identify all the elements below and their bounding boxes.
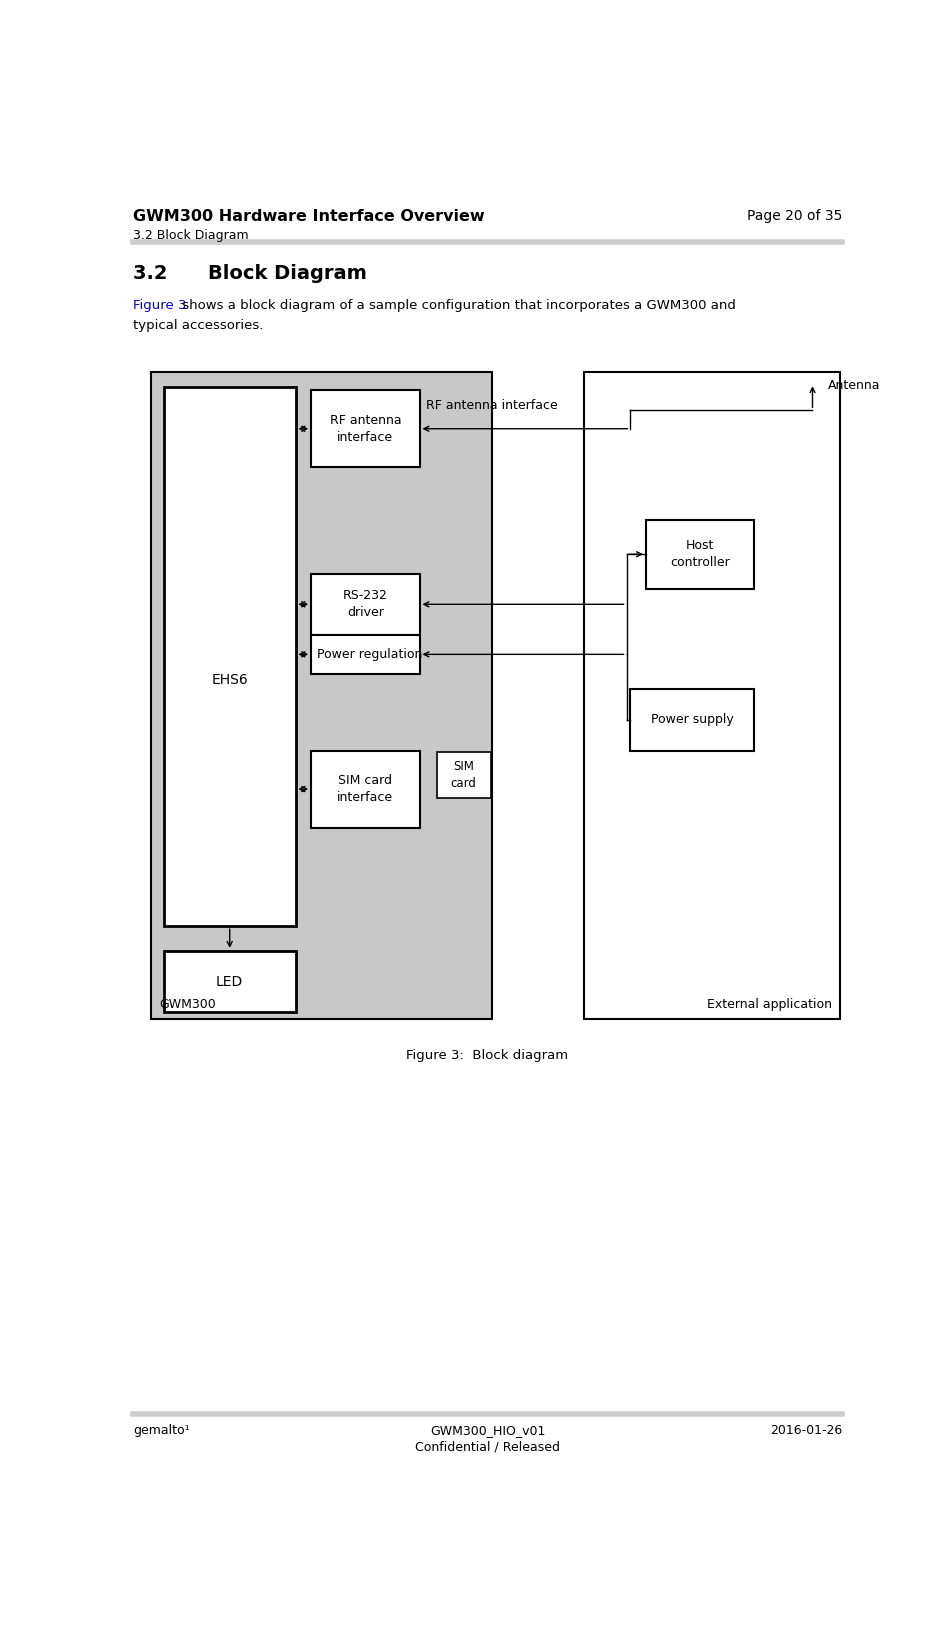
Text: 2016-01-26: 2016-01-26 — [769, 1424, 842, 1437]
Text: Figure 3: Figure 3 — [133, 299, 186, 312]
FancyBboxPatch shape — [164, 387, 296, 925]
Text: GWM300_HIO_v01: GWM300_HIO_v01 — [430, 1424, 546, 1437]
FancyBboxPatch shape — [164, 952, 296, 1012]
Text: 3.2 Block Diagram: 3.2 Block Diagram — [133, 229, 248, 242]
Text: Figure 3:  Block diagram: Figure 3: Block diagram — [406, 1050, 569, 1063]
Text: Power regulation: Power regulation — [318, 647, 422, 661]
Text: Page 20 of 35: Page 20 of 35 — [747, 209, 842, 222]
Text: RF antenna
interface: RF antenna interface — [329, 414, 401, 443]
Text: LED: LED — [216, 974, 243, 989]
Text: 3.2      Block Diagram: 3.2 Block Diagram — [133, 263, 367, 283]
Text: typical accessories.: typical accessories. — [133, 319, 263, 332]
Text: External application: External application — [707, 997, 832, 1010]
Text: gemalto¹: gemalto¹ — [133, 1424, 189, 1437]
FancyBboxPatch shape — [311, 391, 419, 468]
FancyBboxPatch shape — [311, 634, 419, 674]
Text: GWM300: GWM300 — [159, 997, 216, 1010]
Text: Confidential / Released: Confidential / Released — [416, 1440, 560, 1454]
Text: shows a block diagram of a sample configuration that incorporates a GWM300 and: shows a block diagram of a sample config… — [178, 299, 736, 312]
Text: EHS6: EHS6 — [211, 672, 248, 687]
Text: SIM
card: SIM card — [451, 760, 476, 790]
FancyBboxPatch shape — [151, 371, 493, 1019]
Text: GWM300 Hardware Interface Overview: GWM300 Hardware Interface Overview — [133, 209, 484, 224]
Text: Host
controller: Host controller — [670, 540, 730, 569]
Text: RF antenna interface: RF antenna interface — [426, 399, 557, 412]
Text: RS-232
driver: RS-232 driver — [343, 589, 388, 620]
FancyBboxPatch shape — [437, 752, 491, 798]
Text: Power supply: Power supply — [651, 713, 734, 726]
FancyBboxPatch shape — [311, 574, 419, 634]
FancyBboxPatch shape — [311, 750, 419, 827]
FancyBboxPatch shape — [631, 688, 754, 750]
FancyBboxPatch shape — [646, 520, 754, 589]
FancyBboxPatch shape — [584, 371, 840, 1019]
Text: SIM card
interface: SIM card interface — [338, 773, 394, 804]
Text: Antenna: Antenna — [828, 379, 881, 392]
